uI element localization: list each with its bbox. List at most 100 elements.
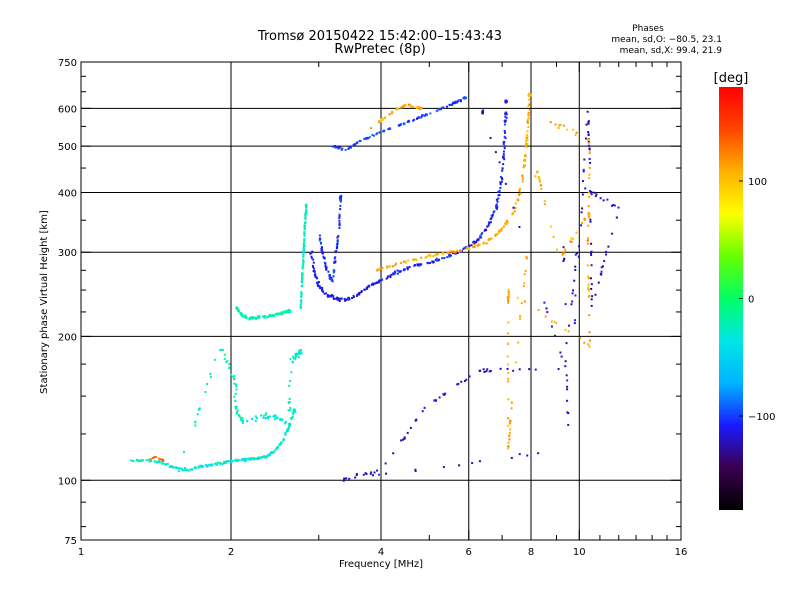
echo-point: [303, 234, 306, 237]
echo-point: [233, 382, 236, 385]
echo-point: [243, 457, 246, 460]
x-axis-label: Frequency [MHz]: [339, 559, 423, 570]
echo-point: [289, 422, 292, 425]
echo-point: [342, 479, 345, 482]
echo-point: [412, 258, 415, 261]
echo-point: [517, 341, 520, 344]
echo-point: [526, 118, 529, 121]
echo-point: [330, 276, 333, 279]
echo-point: [360, 290, 363, 293]
echo-point: [176, 466, 179, 469]
echo-point: [602, 199, 605, 202]
echo-point: [234, 405, 237, 408]
echo-point: [506, 221, 509, 224]
echo-point: [577, 255, 580, 258]
echo-point: [406, 266, 409, 269]
echo-point: [524, 269, 527, 272]
echo-point: [185, 468, 188, 471]
echo-point: [283, 311, 286, 314]
echo-point: [507, 441, 510, 444]
echo-point: [264, 417, 267, 420]
echo-point: [314, 274, 317, 277]
echo-point: [281, 419, 284, 422]
echo-point: [467, 245, 470, 248]
echo-point: [574, 265, 577, 268]
echo-point: [615, 216, 618, 219]
echo-point: [403, 437, 406, 440]
echo-point: [250, 317, 253, 320]
echo-point: [480, 236, 483, 239]
y-tick-label: 200: [58, 332, 77, 343]
echo-point: [266, 316, 269, 319]
echo-point: [330, 294, 333, 297]
echo-point: [325, 292, 328, 295]
echo-point: [348, 477, 351, 480]
echo-point: [523, 154, 526, 157]
echo-point: [566, 399, 569, 402]
echo-point: [589, 277, 592, 280]
echo-point: [300, 292, 303, 295]
echo-point: [590, 242, 593, 245]
echo-point: [589, 218, 592, 221]
echo-point: [589, 191, 592, 194]
echo-point: [293, 357, 296, 360]
echo-point: [234, 392, 237, 395]
echo-point: [526, 138, 529, 141]
echo-point: [498, 229, 501, 232]
echo-point: [526, 120, 529, 123]
echo-point: [503, 123, 506, 126]
echo-point: [546, 311, 549, 314]
echo-point: [507, 377, 510, 380]
echo-point: [586, 242, 589, 245]
echo-point: [395, 108, 398, 111]
echo-point: [368, 135, 371, 138]
echo-point: [182, 469, 185, 472]
echo-point: [473, 246, 476, 249]
echo-point: [587, 133, 590, 136]
echo-point: [332, 275, 335, 278]
echo-point: [299, 304, 302, 307]
echo-point: [587, 191, 590, 194]
echo-point: [288, 409, 291, 412]
echo-point: [478, 236, 481, 239]
echo-point: [507, 297, 510, 300]
echo-point: [460, 249, 463, 252]
echo-point: [231, 459, 234, 462]
echo-point: [289, 379, 292, 382]
echo-point: [371, 282, 374, 285]
echo-point: [499, 367, 502, 370]
echo-point: [262, 455, 265, 458]
echo-point: [578, 245, 581, 248]
echo-point: [386, 266, 389, 269]
echo-point: [155, 455, 158, 458]
echo-point: [458, 464, 461, 467]
echo-point: [299, 306, 302, 309]
echo-point: [528, 103, 531, 106]
echo-point: [528, 111, 531, 114]
echo-point: [315, 281, 318, 284]
echo-point: [504, 131, 507, 134]
echo-point: [588, 177, 591, 180]
echo-point: [587, 138, 590, 141]
echo-point: [132, 460, 135, 463]
echo-point: [442, 251, 445, 254]
echo-point: [312, 270, 315, 273]
echo-point: [506, 367, 509, 370]
echo-point: [394, 264, 397, 267]
echo-point: [300, 295, 303, 298]
echo-point: [503, 129, 506, 132]
echo-point: [464, 247, 467, 250]
echo-point: [573, 279, 576, 282]
echo-point: [582, 168, 585, 171]
echo-point: [378, 120, 381, 123]
echo-point: [347, 298, 350, 301]
echo-point: [509, 421, 512, 424]
echo-point: [539, 184, 542, 187]
echo-point: [501, 227, 504, 230]
echo-point: [586, 239, 589, 242]
echo-point: [298, 352, 301, 355]
echo-point: [478, 243, 481, 246]
echo-point: [334, 256, 337, 259]
echo-point: [294, 356, 297, 359]
echo-point: [513, 207, 516, 210]
